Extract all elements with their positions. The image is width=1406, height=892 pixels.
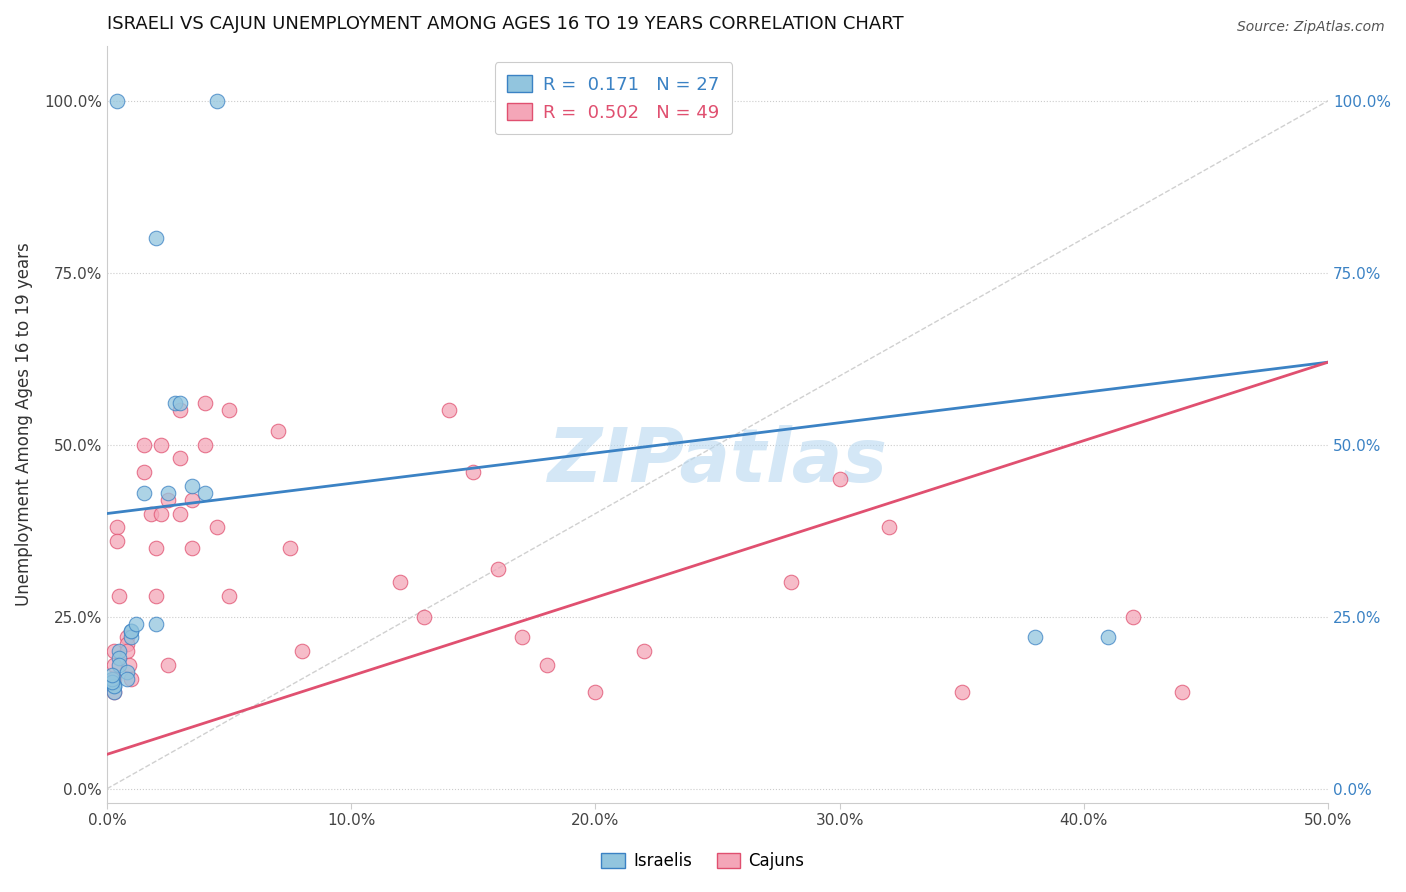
Israelis [157, 486, 180, 500]
Israelis [103, 685, 125, 699]
Cajuns [181, 492, 204, 507]
Cajuns [118, 657, 141, 672]
Cajuns [205, 520, 228, 534]
Cajuns [115, 644, 138, 658]
Cajuns [950, 685, 973, 699]
Cajuns [103, 672, 125, 686]
Israelis [205, 94, 228, 108]
Cajuns [115, 637, 138, 651]
Cajuns [139, 507, 162, 521]
Cajuns [105, 534, 128, 549]
Israelis [165, 396, 187, 410]
Cajuns [218, 589, 240, 603]
Israelis [1097, 631, 1119, 645]
Israelis [145, 616, 167, 631]
Cajuns [157, 492, 180, 507]
Israelis [103, 679, 125, 693]
Israelis [108, 644, 131, 658]
Cajuns [169, 507, 191, 521]
Israelis [132, 486, 155, 500]
Cajuns [486, 561, 509, 575]
Cajuns [583, 685, 606, 699]
Israelis [101, 675, 124, 690]
Cajuns [1170, 685, 1192, 699]
Text: ZIPatlas: ZIPatlas [547, 425, 887, 499]
Cajuns [103, 657, 125, 672]
Cajuns [463, 465, 485, 479]
Cajuns [510, 631, 533, 645]
Israelis [1024, 631, 1046, 645]
Israelis [108, 651, 131, 665]
Cajuns [132, 438, 155, 452]
Cajuns [291, 644, 314, 658]
Y-axis label: Unemployment Among Ages 16 to 19 years: Unemployment Among Ages 16 to 19 years [15, 243, 32, 606]
Cajuns [1122, 609, 1144, 624]
Cajuns [169, 403, 191, 417]
Cajuns [828, 472, 851, 486]
Cajuns [157, 657, 180, 672]
Cajuns [218, 403, 240, 417]
Israelis [115, 672, 138, 686]
Cajuns [877, 520, 900, 534]
Cajuns [278, 541, 301, 555]
Cajuns [389, 575, 412, 590]
Israelis [181, 479, 204, 493]
Israelis [194, 486, 217, 500]
Cajuns [149, 507, 172, 521]
Cajuns [115, 631, 138, 645]
Israelis [120, 624, 142, 638]
Cajuns [194, 438, 217, 452]
Israelis [105, 94, 128, 108]
Cajuns [103, 644, 125, 658]
Israelis [145, 231, 167, 245]
Cajuns [149, 438, 172, 452]
Cajuns [132, 465, 155, 479]
Israelis [101, 672, 124, 686]
Text: ISRAELI VS CAJUN UNEMPLOYMENT AMONG AGES 16 TO 19 YEARS CORRELATION CHART: ISRAELI VS CAJUN UNEMPLOYMENT AMONG AGES… [107, 15, 904, 33]
Cajuns [267, 424, 290, 438]
Legend: Israelis, Cajuns: Israelis, Cajuns [595, 846, 811, 877]
Cajuns [413, 609, 436, 624]
Cajuns [169, 451, 191, 466]
Israelis [103, 679, 125, 693]
Israelis [108, 657, 131, 672]
Cajuns [120, 672, 142, 686]
Israelis [115, 665, 138, 679]
Cajuns [779, 575, 801, 590]
Cajuns [633, 644, 655, 658]
Cajuns [145, 589, 167, 603]
Cajuns [108, 589, 131, 603]
Israelis [169, 396, 191, 410]
Cajuns [103, 685, 125, 699]
Cajuns [437, 403, 460, 417]
Cajuns [181, 541, 204, 555]
Israelis [120, 631, 142, 645]
Text: Source: ZipAtlas.com: Source: ZipAtlas.com [1237, 20, 1385, 34]
Cajuns [145, 541, 167, 555]
Cajuns [536, 657, 558, 672]
Israelis [120, 624, 142, 638]
Cajuns [105, 520, 128, 534]
Israelis [125, 616, 148, 631]
Israelis [101, 668, 124, 682]
Cajuns [194, 396, 217, 410]
Legend: R =  0.171   N = 27, R =  0.502   N = 49: R = 0.171 N = 27, R = 0.502 N = 49 [495, 62, 733, 134]
